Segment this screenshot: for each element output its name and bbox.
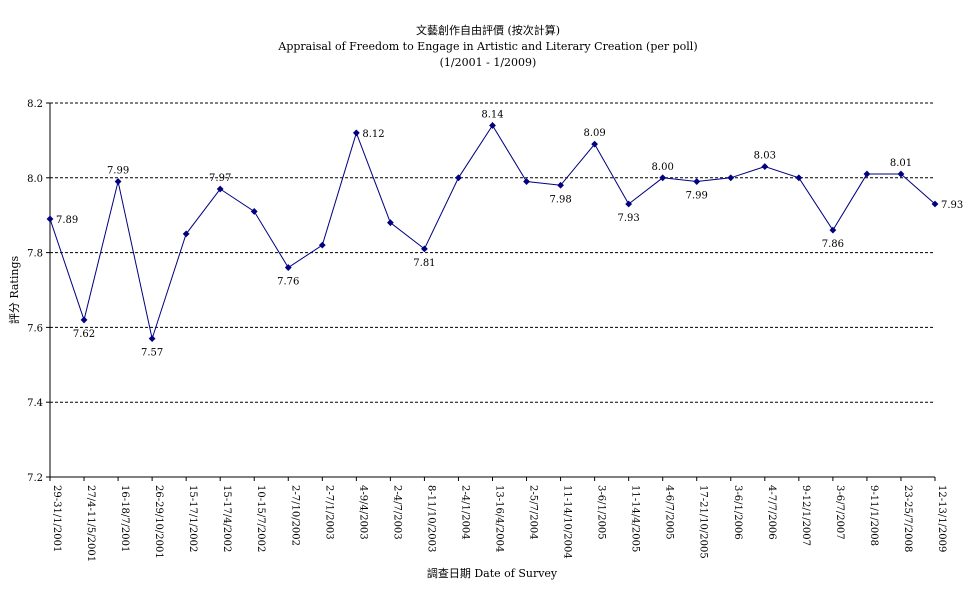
data-label: 8.01	[890, 158, 912, 169]
x-tick-label: 12-13/1/2009	[936, 485, 947, 552]
data-point	[591, 140, 599, 148]
data-point	[284, 264, 292, 271]
data-point	[114, 178, 122, 185]
x-tick-label: 10-15/7/2002	[255, 485, 266, 552]
x-tick-label: 8-11/10/2003	[425, 485, 436, 552]
data-point	[761, 163, 769, 170]
data-label: 7.89	[56, 215, 78, 226]
data-label: 8.12	[362, 129, 384, 140]
data-label: 8.00	[652, 162, 674, 173]
x-tick-label: 29-31/1/2001	[51, 485, 62, 552]
chart-subtitle: (1/2001 - 1/2009)	[440, 56, 537, 69]
x-tick-label: 4-6/7/2005	[664, 485, 675, 540]
x-tick-label: 2-4/7/2003	[391, 485, 402, 540]
data-point	[148, 335, 156, 343]
data-point	[693, 178, 701, 185]
series-line	[49, 124, 936, 341]
data-point	[318, 241, 326, 249]
data-label: 7.86	[822, 239, 844, 250]
data-label: 7.76	[277, 277, 299, 288]
x-tick-label: 9-12/1/2007	[800, 485, 811, 546]
data-label: 7.98	[549, 194, 571, 205]
chart-title-zh: 文藝創作自由評價 (按次計算)	[416, 23, 560, 37]
data-point	[557, 181, 564, 189]
x-tick-label: 17-21/10/2005	[698, 485, 709, 559]
y-axis-title: 評分 Ratings	[7, 256, 21, 325]
data-point	[931, 200, 939, 208]
x-axis-title: 調查日期 Date of Survey	[427, 566, 558, 580]
data-point	[352, 129, 360, 137]
data-label: 8.09	[583, 128, 605, 139]
data-point	[829, 226, 837, 234]
x-tick-label: 15-17/1/2002	[187, 485, 198, 552]
data-point	[386, 219, 394, 227]
data-label: 8.14	[481, 109, 503, 120]
chart-title: Appraisal of Freedom to Engage in Artist…	[277, 40, 697, 53]
x-tick-label: 3-6/7/2007	[834, 485, 845, 540]
data-point	[455, 174, 462, 182]
axes	[46, 102, 936, 481]
data-point	[421, 245, 428, 253]
data-labels: 7.89 7.62 7.99 7.57 7.97 7.76 8.12 7.81 8.14 7.98…	[56, 109, 963, 358]
data-point	[727, 174, 735, 182]
y-tick-label: 7.4	[27, 398, 43, 409]
x-tick-label: 11-14/10/2004	[562, 485, 573, 559]
data-point	[182, 230, 190, 238]
data-label: 7.97	[209, 173, 231, 184]
y-tick-labels: 7.2 7.4 7.6 7.8 8.0 8.2	[27, 99, 43, 484]
data-label: 7.93	[618, 213, 640, 224]
data-label: 7.99	[686, 191, 708, 202]
y-tick-label: 8.2	[27, 99, 43, 110]
y-tick-label: 7.2	[27, 473, 43, 484]
x-tick-label: 15-17/4/2002	[221, 485, 232, 552]
data-label: 8.03	[754, 151, 776, 162]
x-tick-label: 3-6/1/2005	[596, 485, 607, 540]
x-tick-label: 23-25/7/2008	[902, 485, 913, 552]
x-tick-labels: 29-31/1/2001 27/4-11/5/2001 16-18/7/2001 26…	[51, 485, 947, 562]
x-tick-label: 2-4/1/2004	[459, 485, 470, 540]
data-point	[523, 178, 530, 185]
data-label: 7.99	[107, 166, 129, 177]
x-tick-label: 26-29/10/2001	[153, 485, 164, 559]
data-label: 7.81	[413, 258, 435, 269]
data-point	[897, 170, 905, 178]
data-point	[80, 316, 88, 324]
x-tick-label: 13-16/4/2004	[494, 485, 505, 552]
data-point	[46, 215, 54, 223]
y-tick-label: 7.8	[27, 249, 43, 260]
data-label: 7.62	[73, 329, 95, 340]
data-label: 7.57	[141, 348, 163, 359]
data-point	[489, 122, 496, 129]
data-point	[795, 174, 803, 182]
series-path	[49, 124, 936, 341]
x-tick-label: 2-7/10/2002	[289, 485, 300, 546]
data-label: 7.93	[941, 200, 963, 211]
x-tick-label: 2-7/1/2003	[323, 485, 334, 540]
data-point	[625, 200, 633, 208]
data-point	[250, 208, 258, 215]
y-tick-label: 8.0	[27, 174, 43, 185]
x-tick-label: 4-7/7/2006	[766, 485, 777, 540]
data-point	[216, 185, 224, 193]
x-tick-label: 4-9/4/2003	[357, 485, 368, 540]
x-tick-label: 27/4-11/5/2001	[85, 485, 96, 562]
data-point	[659, 174, 667, 182]
x-tick-label: 2-5/7/2004	[528, 485, 539, 540]
x-tick-label: 16-18/7/2001	[119, 485, 130, 552]
y-tick-label: 7.6	[27, 323, 43, 334]
data-points	[46, 122, 939, 343]
x-tick-label: 9-11/1/2008	[868, 485, 879, 546]
data-point	[863, 170, 871, 178]
x-tick-label: 3-6/1/2006	[732, 485, 743, 540]
gridlines	[50, 102, 935, 403]
x-tick-label: 11-14/4/2005	[630, 485, 641, 552]
